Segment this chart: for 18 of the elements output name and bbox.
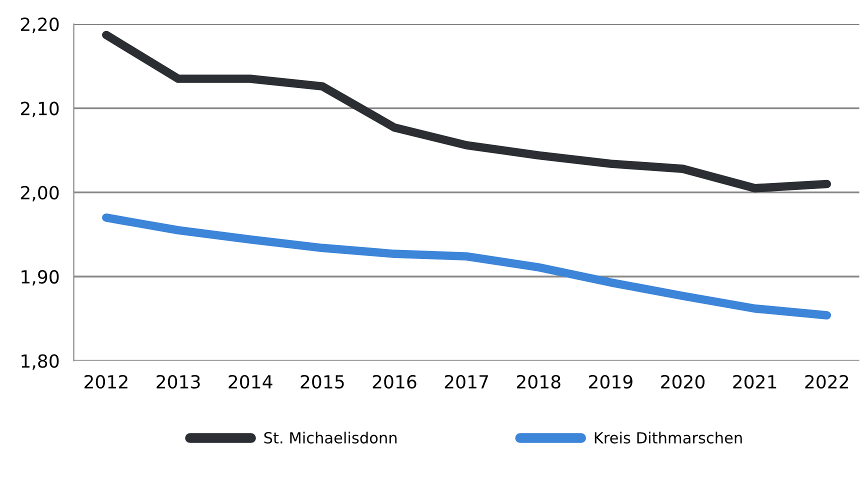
y-tick-label: 2,10 <box>21 102 59 118</box>
x-tick-label: 2020 <box>661 374 705 389</box>
y-tick-label: 2,00 <box>21 186 59 202</box>
y-tick-label: 1,90 <box>22 270 59 286</box>
x-tick-label: 2015 <box>300 374 344 389</box>
x-tick-label: 2019 <box>589 374 632 389</box>
x-tick-label: 2021 <box>733 374 776 389</box>
x-tick-label: 2017 <box>444 374 488 389</box>
y-tick-label: 1,80 <box>22 354 59 370</box>
x-tick-label: 2016 <box>372 374 416 389</box>
y-tick-label: 2,20 <box>21 18 59 34</box>
x-tick-label: 2014 <box>228 374 272 389</box>
legend-label: Kreis Dithmarschen <box>594 432 742 444</box>
x-tick-label: 2022 <box>805 374 848 389</box>
legend-label: St. Michaelisdonn <box>264 432 397 444</box>
x-tick-label: 2012 <box>84 374 128 389</box>
x-tick-label: 2013 <box>156 374 200 389</box>
x-tick-label: 2018 <box>516 374 560 389</box>
